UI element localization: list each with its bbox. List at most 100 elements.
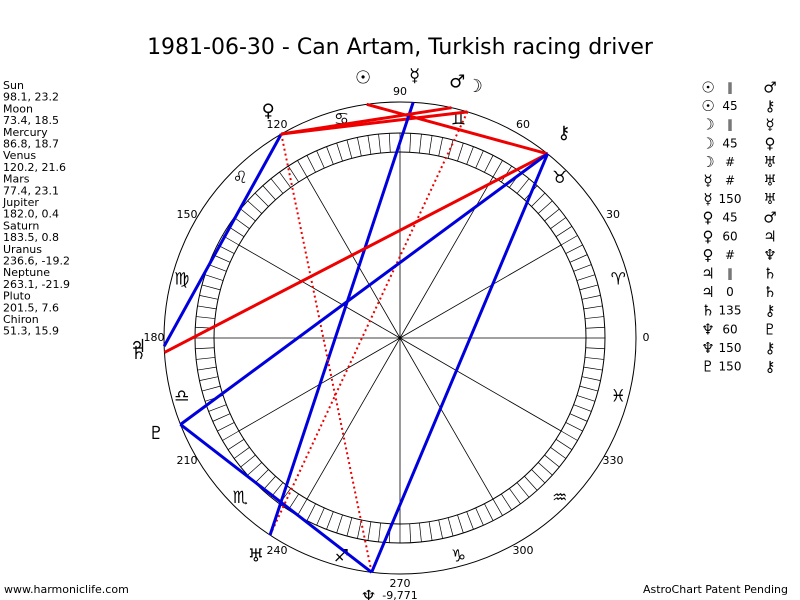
ring-tick [457, 142, 464, 162]
aspect-symbol: 45 [722, 211, 737, 225]
aspect-planet: ♆ [701, 320, 714, 338]
ring-tick [197, 305, 217, 310]
ring-tick [270, 178, 284, 194]
aspect-planet: ☉ [701, 97, 714, 115]
ring-tick [492, 498, 503, 516]
ring-tick [555, 439, 573, 450]
aspect-planet: ☽ [701, 116, 714, 134]
ring-tick [583, 366, 603, 371]
aspect-line [269, 111, 469, 536]
aspect-line [179, 423, 373, 574]
aspect-planet: ♂ [763, 79, 776, 97]
aspect-planet: ♆ [701, 339, 714, 357]
ring-tick [201, 385, 221, 392]
ring-tick [288, 493, 299, 511]
degree-label: 120 [267, 118, 288, 131]
planet-coords: 236.6, -19.2 [3, 255, 70, 268]
degree-label: 180 [144, 331, 165, 344]
ring-tick [409, 133, 412, 153]
ring-tick [484, 503, 494, 521]
aspect-planet: ♃ [701, 265, 714, 283]
ring-tick [254, 469, 269, 484]
ring-tick [306, 503, 316, 521]
aspect-line [280, 133, 373, 573]
ring-tick [233, 447, 250, 459]
ring-tick [254, 192, 269, 207]
spoke [238, 244, 401, 339]
sign-glyph: ♏ [233, 488, 248, 508]
ring-tick [537, 462, 553, 476]
ring-tick [584, 357, 604, 360]
aspect-planet: ♅ [763, 172, 776, 190]
ring-tick [212, 413, 231, 422]
aspect-symbol: ∥ [727, 81, 733, 95]
degree-label: 240 [267, 544, 288, 557]
ring-tick [555, 226, 573, 237]
ring-tick [581, 295, 601, 300]
planet-glyph: ☉ [355, 68, 371, 89]
ring-tick [316, 150, 325, 169]
aspect-planet: ♀ [703, 227, 714, 245]
ring-tick [438, 519, 443, 539]
aspect-planet: ☉ [701, 79, 714, 97]
planet-glyph: ♃ [130, 336, 146, 357]
aspect-planet: ♀ [703, 209, 714, 227]
planet-name: Neptune [3, 266, 50, 279]
ring-tick [419, 134, 422, 154]
ring-tick [544, 454, 560, 468]
aspect-line [179, 152, 549, 426]
ring-tick [573, 404, 592, 412]
planet-name: Mars [3, 173, 30, 186]
aspect-planet: ♇ [763, 320, 776, 338]
ring-tick [326, 146, 334, 165]
ring-tick [419, 522, 422, 542]
planet-coords: 183.5, 0.8 [3, 231, 59, 244]
ring-tick [516, 482, 530, 498]
ring-tick [573, 264, 592, 272]
ring-tick [196, 316, 216, 319]
ring-tick [288, 165, 299, 183]
ring-tick [565, 422, 583, 432]
sign-glyph: ♎ [174, 386, 189, 406]
sign-glyph: ♓ [611, 386, 626, 406]
ring-tick [531, 192, 546, 207]
ring-tick [516, 178, 530, 194]
degree-label: 300 [513, 544, 534, 557]
aspect-planet: ♆ [763, 246, 776, 264]
planet-name: Chiron [3, 313, 39, 326]
ring-tick [326, 511, 334, 530]
ring-tick [346, 517, 353, 537]
aspect-line [162, 133, 283, 347]
planet-coords: 182.0, 0.4 [3, 208, 59, 221]
planet-coords: 120.2, 21.6 [3, 161, 66, 174]
planet-coords: 263.1, -21.9 [3, 278, 70, 291]
aspect-symbol: # [725, 248, 735, 262]
ring-tick [222, 430, 240, 441]
ring-tick [367, 521, 372, 541]
aspect-planet: ♀ [765, 134, 776, 152]
spoke [399, 337, 562, 432]
planet-name: Mercury [3, 126, 48, 139]
aspect-planet: ♇ [701, 358, 714, 376]
degree-label: 270 [390, 577, 411, 590]
planet-coords: 51.3, 15.9 [3, 325, 59, 338]
ring-tick [199, 295, 219, 300]
aspect-symbol: 45 [722, 136, 737, 150]
planet-name: Sun [3, 79, 24, 92]
planet-coords: 98.1, 23.2 [3, 91, 59, 104]
ring-tick [579, 284, 599, 291]
aspect-symbol: # [725, 155, 735, 169]
planet-name: Uranus [3, 243, 42, 256]
ring-tick [581, 376, 601, 381]
ring-tick [247, 462, 263, 476]
aspect-planet: ♃ [763, 227, 776, 245]
spoke [399, 244, 562, 339]
ring-tick [466, 146, 474, 165]
ring-tick [583, 305, 603, 310]
aspect-planet: ♃ [701, 283, 714, 301]
planet-glyph: ⚷ [557, 123, 570, 144]
ring-tick [297, 160, 308, 178]
planet-name: Jupiter [2, 196, 39, 209]
degree-label: 210 [176, 454, 197, 467]
